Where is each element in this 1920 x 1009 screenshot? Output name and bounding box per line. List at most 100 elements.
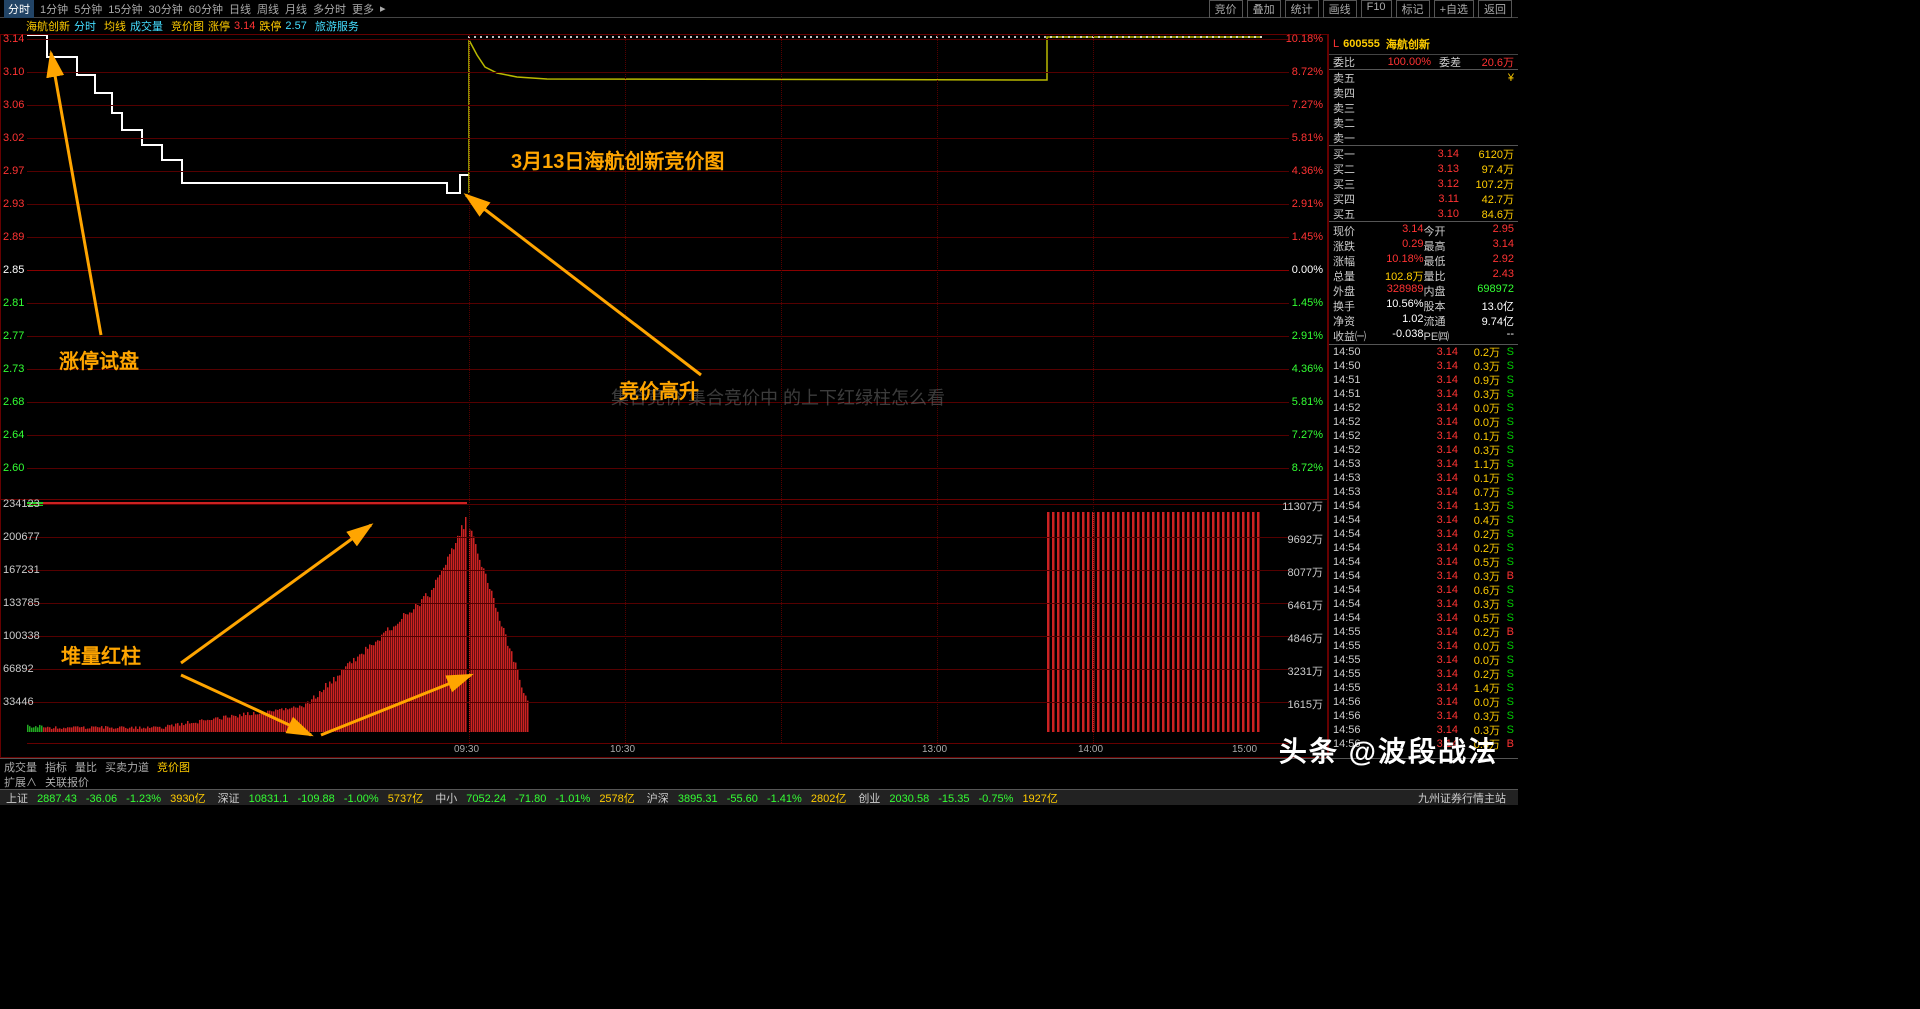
toolbar-button[interactable]: 统计	[1285, 0, 1319, 18]
price-chart[interactable]: 集合竞价 集合竞价中 的上下红绿柱怎么看 3.1410.18%3.108.72%…	[1, 35, 1327, 500]
y-axis-pct: 7.27%	[1292, 429, 1323, 441]
timeframe-tab[interactable]: 更多	[352, 1, 374, 17]
trade-tick: 14:543.140.3万B	[1329, 569, 1518, 583]
commit-ratio-label: 委比	[1333, 54, 1363, 70]
vol-axis-left: 234123	[3, 498, 40, 510]
indicator-tab[interactable]: 竞价图	[157, 759, 190, 775]
bid-row: 买一3.146120万	[1329, 146, 1518, 161]
time-tick: 13:00	[922, 744, 947, 755]
trade-tick: 14:523.140.3万S	[1329, 443, 1518, 457]
y-axis-pct: 0.00%	[1292, 264, 1323, 276]
trade-tick: 14:563.140.0万S	[1329, 695, 1518, 709]
annotation-text: 堆量红柱	[61, 640, 141, 669]
ask-row: 卖四	[1329, 85, 1518, 100]
y-axis-price: 2.60	[3, 462, 24, 474]
broker-label: 九州证券行情主站	[1418, 790, 1506, 806]
timeframe-tab[interactable]: 日线	[229, 1, 251, 17]
info-row: 涨幅10.18%最低2.92	[1333, 253, 1514, 268]
trade-tick: 14:513.140.3万S	[1329, 387, 1518, 401]
y-axis-price: 2.97	[3, 165, 24, 177]
toolbar-button[interactable]: 叠加	[1247, 0, 1281, 18]
bid-row: 买四3.1142.7万	[1329, 191, 1518, 206]
info-row: 涨跌0.29最高3.14	[1333, 238, 1514, 253]
ask-row: 卖二	[1329, 115, 1518, 130]
commit-ratio-val: 100.00%	[1363, 56, 1431, 68]
extend-tab[interactable]: 关联报价	[45, 774, 89, 790]
time-tick: 10:30	[610, 744, 635, 755]
legend-vol: 成交量	[130, 18, 163, 34]
timeframe-tabs: 分时 1分钟 5分钟 15分钟 30分钟 60分钟日线周线月线多分时更多 ▸ 竞价叠加统计画线…	[0, 0, 1518, 18]
index-item[interactable]: 深证 10831.1 -109.88 -1.00% 5737亿	[218, 790, 430, 806]
vol-axis-left: 33446	[3, 696, 34, 708]
timeframe-tab[interactable]: 5分钟	[74, 1, 102, 17]
info-row: 外盘328989内盘698972	[1333, 283, 1514, 298]
y-axis-pct: 10.18%	[1286, 33, 1323, 45]
indicator-tab[interactable]: 指标	[45, 759, 67, 775]
timeframe-tab[interactable]: 1分钟	[40, 1, 68, 17]
chart-area[interactable]: 集合竞价 集合竞价中 的上下红绿柱怎么看 3.1410.18%3.108.72%…	[0, 34, 1328, 758]
timeframe-tab[interactable]: 15分钟	[108, 1, 142, 17]
y-axis-pct: 1.45%	[1292, 231, 1323, 243]
stock-code[interactable]: 600555	[1343, 38, 1380, 50]
y-axis-price: 3.06	[3, 99, 24, 111]
toolbar-button[interactable]: 标记	[1396, 0, 1430, 18]
trade-tick: 14:533.140.7万S	[1329, 485, 1518, 499]
vol-axis-right: 4846万	[1288, 630, 1323, 646]
timeframe-tab[interactable]: 月线	[285, 1, 307, 17]
y-axis-price: 2.77	[3, 330, 24, 342]
timeframe-tab[interactable]: 周线	[257, 1, 279, 17]
y-axis-price: 2.85	[3, 264, 24, 276]
extend-tabs: 扩展∧ 关联报价	[0, 774, 1518, 789]
vol-axis-left: 66892	[3, 663, 34, 675]
annotation-text: 竞价高升	[619, 375, 699, 404]
trade-ticks[interactable]: 14:503.140.2万S14:503.140.3万S14:513.140.9…	[1329, 344, 1518, 758]
indicator-tab[interactable]: 成交量	[4, 759, 37, 775]
indicator-tab[interactable]: 量比	[75, 759, 97, 775]
watermark-text: 头条 @波段战法	[1279, 730, 1498, 770]
limitup-val: 3.14	[234, 20, 255, 32]
trade-tick: 14:543.141.3万S	[1329, 499, 1518, 513]
ask-row: 卖一	[1329, 130, 1518, 145]
legend-auction: 竞价图	[171, 18, 204, 34]
quote-panel: L 600555 海航创新 委比 100.00% 委差 20.6万 卖五¥卖四卖…	[1328, 34, 1518, 758]
y-axis-pct: 2.91%	[1292, 198, 1323, 210]
toolbar-button[interactable]: 返回	[1478, 0, 1512, 18]
ask-row: 卖三	[1329, 100, 1518, 115]
index-item[interactable]: 创业 2030.58 -15.35 -0.75% 1927亿	[858, 790, 1064, 806]
bid-row: 买二3.1397.4万	[1329, 161, 1518, 176]
vol-axis-right: 8077万	[1288, 564, 1323, 580]
y-axis-pct: 7.27%	[1292, 99, 1323, 111]
indicator-tab[interactable]: 买卖力道	[105, 759, 149, 775]
toolbar-button[interactable]: F10	[1361, 0, 1392, 18]
trade-tick: 14:543.140.5万S	[1329, 555, 1518, 569]
commit-ratio-row: 委比 100.00% 委差 20.6万	[1329, 55, 1518, 70]
mode-label: 分时	[74, 18, 96, 34]
stock-name: 海航创新	[26, 18, 70, 34]
more-icon[interactable]: ▸	[380, 2, 386, 15]
vol-axis-left: 133785	[3, 597, 40, 609]
commit-diff-val: 20.6万	[1469, 54, 1514, 70]
index-item[interactable]: 沪深 3895.31 -55.60 -1.41% 2802亿	[647, 790, 853, 806]
toolbar-button[interactable]: +自选	[1434, 0, 1474, 18]
vol-axis-left: 100338	[3, 630, 40, 642]
vol-axis-right: 11307万	[1282, 498, 1323, 514]
time-tick: 09:30	[454, 744, 479, 755]
y-axis-price: 2.89	[3, 231, 24, 243]
timeframe-tab[interactable]: 分时	[4, 0, 34, 18]
timeframe-tab[interactable]: 多分时	[313, 1, 346, 17]
trade-tick: 14:523.140.0万S	[1329, 401, 1518, 415]
index-item[interactable]: 上证 2887.43 -36.06 -1.23% 3930亿	[6, 790, 212, 806]
toolbar-button[interactable]: 竞价	[1209, 0, 1243, 18]
y-axis-pct: 1.45%	[1292, 297, 1323, 309]
volume-chart[interactable]: 23412311307万2006779692万1672318077万133785…	[1, 500, 1327, 746]
toolbar-button[interactable]: 画线	[1323, 0, 1357, 18]
index-item[interactable]: 中小 7052.24 -71.80 -1.01% 2578亿	[435, 790, 641, 806]
bid-row: 买三3.12107.2万	[1329, 176, 1518, 191]
y-axis-price: 2.81	[3, 297, 24, 309]
y-axis-pct: 5.81%	[1292, 396, 1323, 408]
timeframe-tab[interactable]: 30分钟	[149, 1, 183, 17]
timeframe-tab[interactable]: 60分钟	[189, 1, 223, 17]
time-tick: 14:00	[1078, 744, 1103, 755]
trade-tick: 14:553.140.0万S	[1329, 639, 1518, 653]
extend-tab[interactable]: 扩展∧	[4, 774, 37, 790]
